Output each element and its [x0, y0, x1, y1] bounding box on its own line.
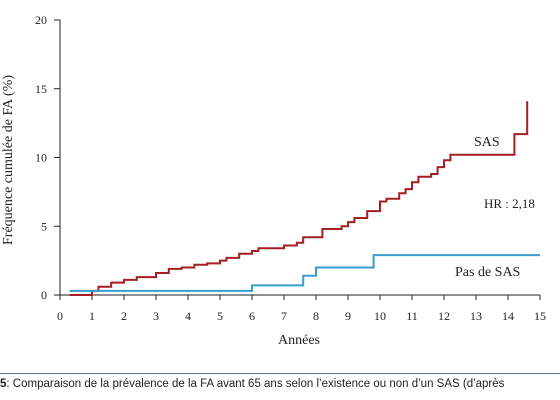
- x-axis-label: Années: [278, 333, 320, 348]
- x-tick-label: 15: [534, 309, 546, 323]
- annotation-no-sas: Pas de SAS: [455, 265, 520, 280]
- series-line-sas: [69, 101, 529, 296]
- figure-number: 5: [0, 378, 7, 390]
- annotation-hr: HR : 2,18: [484, 196, 535, 211]
- x-tick-label: 11: [406, 309, 418, 323]
- y-tick-label: 0: [41, 288, 47, 302]
- x-tick-label: 6: [249, 309, 255, 323]
- series-line-pas-de-sas: [69, 254, 540, 292]
- figure-caption-text: : Comparaison de la prévalence de la FA …: [6, 378, 505, 390]
- x-tick-label: 4: [185, 309, 191, 323]
- y-tick-label: 10: [35, 151, 47, 165]
- x-tick-label: 13: [470, 309, 482, 323]
- x-tick-label: 3: [153, 309, 159, 323]
- x-tick-label: 8: [313, 309, 319, 323]
- x-tick-label: 10: [374, 309, 386, 323]
- x-tick-label: 12: [438, 309, 450, 323]
- x-tick-label: 0: [57, 309, 63, 323]
- x-tick-label: 2: [121, 309, 127, 323]
- series-layer: [69, 101, 540, 296]
- y-axis: 0 5 10 15 20 Fréquence cumulée de FA (%): [1, 13, 61, 302]
- x-tick-label: 14: [502, 309, 514, 323]
- annotations: SAS HR : 2,18 Pas de SAS: [455, 135, 535, 280]
- x-tick-label: 9: [345, 309, 351, 323]
- x-tick-label: 7: [281, 309, 287, 323]
- annotation-sas: SAS: [474, 135, 500, 150]
- x-tick-label: 1: [89, 309, 95, 323]
- y-tick-label: 15: [35, 82, 47, 96]
- y-axis-label: Fréquence cumulée de FA (%): [1, 75, 16, 245]
- y-tick-label: 5: [41, 219, 47, 233]
- y-tick-label: 20: [35, 13, 47, 27]
- figure-caption: 5: Comparaison de la prévalence de la FA…: [0, 373, 560, 396]
- x-axis: 0 1 2 3 4 5 6 7 8 9 10 11 12 13 14 15 Années: [57, 294, 546, 348]
- x-tick-label: 5: [217, 309, 223, 323]
